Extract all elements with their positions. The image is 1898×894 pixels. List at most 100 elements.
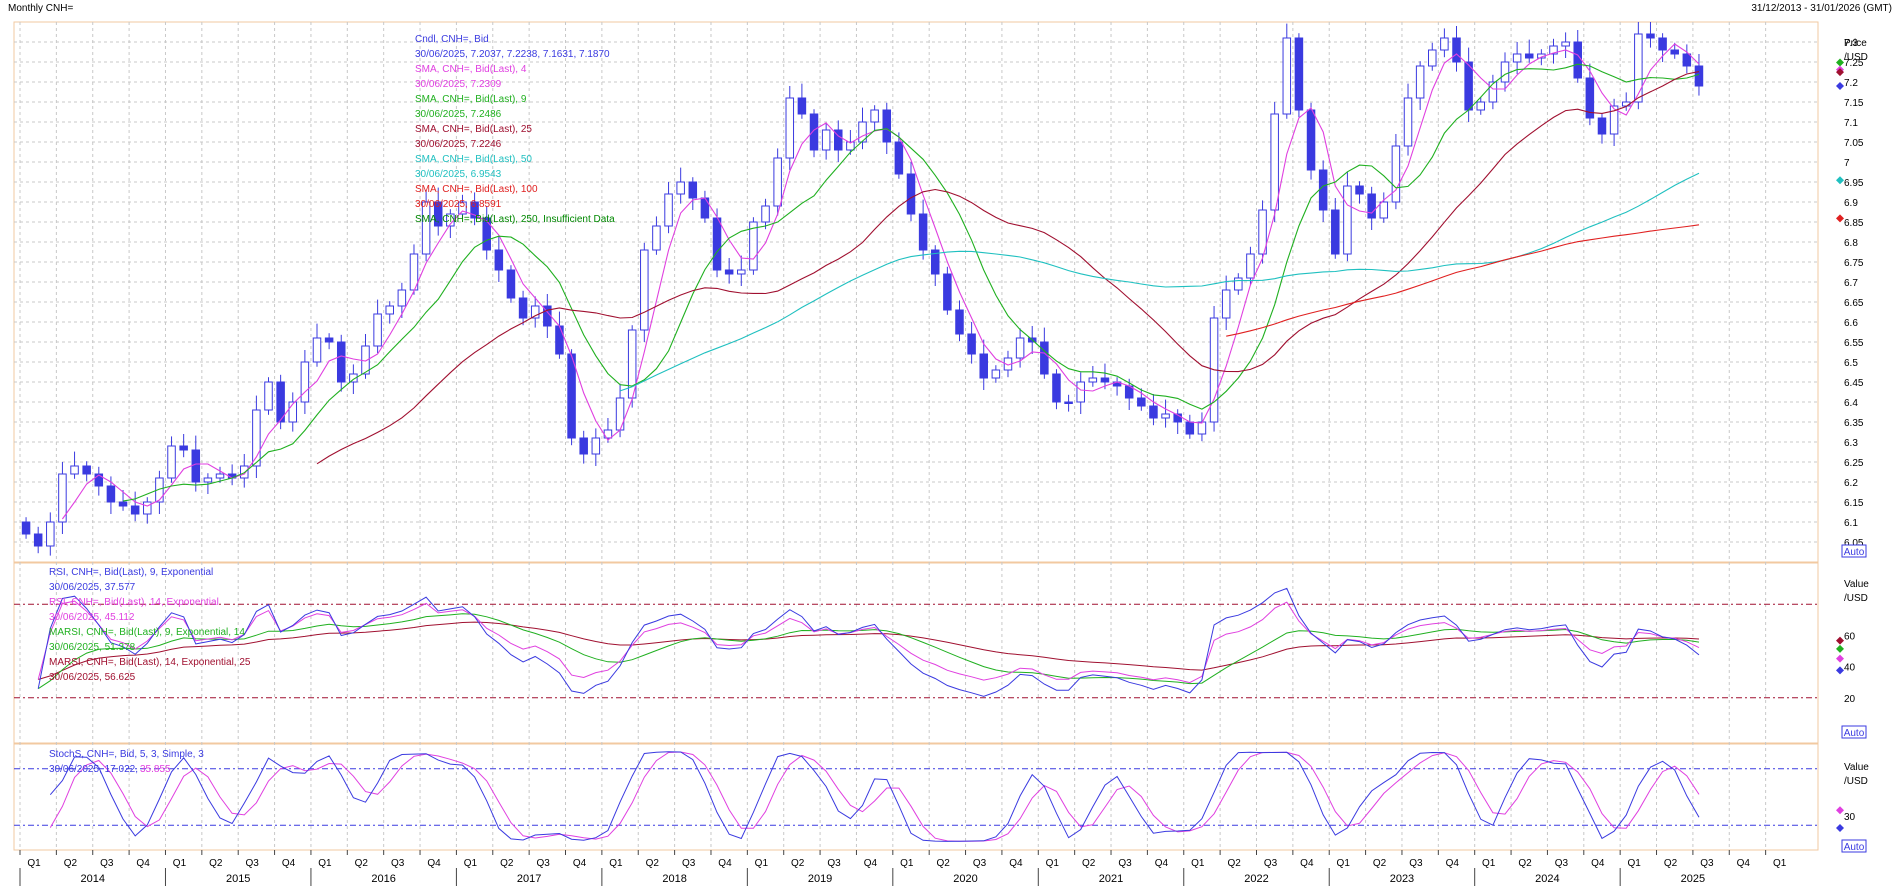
candle-body <box>1488 81 1498 103</box>
rsi-value-marker <box>1836 666 1844 675</box>
price-legend-line: SMA, CNH=, Bid(Last), 25 <box>415 124 532 135</box>
legends: Cndl, CNH=, Bid 30/06/2025, 7.2037, 7.223… <box>49 34 615 775</box>
candle-body <box>1379 201 1389 219</box>
price-tick-label: 6.85 <box>1844 218 1864 229</box>
candle-body <box>1076 381 1085 403</box>
candle-body <box>494 249 504 271</box>
candle-body <box>288 401 298 423</box>
candle-body <box>1246 253 1255 279</box>
rsi-legend-line: 30/06/2025, 51.378 <box>49 642 136 653</box>
rsi-tick-label: 20 <box>1844 694 1856 705</box>
candle-body <box>797 97 807 115</box>
quarter-label: Q1 <box>464 858 478 869</box>
candle-body <box>1512 53 1522 63</box>
year-label: 2015 <box>226 873 250 885</box>
candle-body <box>1173 413 1182 423</box>
rsi-axis-unit: /USD <box>1844 593 1868 604</box>
rsi-legend-line: 30/06/2025, 56.625 <box>49 672 136 683</box>
candle-body <box>676 181 685 195</box>
value-marker <box>1836 68 1844 77</box>
quarter-label: Q3 <box>246 858 260 869</box>
candle-body <box>1294 37 1304 111</box>
rsi-panel <box>14 587 1818 699</box>
quarter-label: Q4 <box>1446 858 1460 869</box>
candle-body <box>1658 37 1667 51</box>
candle-body <box>252 409 261 467</box>
candle-body <box>312 337 322 363</box>
rsi-panel-frame <box>13 562 1819 744</box>
price-tick-label: 6.75 <box>1844 258 1864 269</box>
candle-body <box>1391 145 1401 203</box>
price-tick-label: 7.25 <box>1844 58 1864 69</box>
price-tick-label: 7.1 <box>1844 118 1858 129</box>
candle-body <box>179 445 188 451</box>
price-tick-label: 7 <box>1844 158 1850 169</box>
candle-body <box>94 473 104 487</box>
price-tick-label: 7.3 <box>1844 38 1858 49</box>
price-tick-label: 6.55 <box>1844 338 1864 349</box>
candle-body <box>1549 45 1558 55</box>
value-marker <box>1836 214 1844 223</box>
year-label: 2017 <box>517 873 541 885</box>
candle-body <box>1694 65 1704 87</box>
candle-body <box>773 157 782 207</box>
candle-body <box>167 445 176 479</box>
quarter-label: Q3 <box>536 858 550 869</box>
year-label: 2022 <box>1244 873 1268 885</box>
price-tick-label: 6.45 <box>1844 378 1864 389</box>
candle-body <box>264 381 273 411</box>
candle-body <box>943 273 952 311</box>
quarter-label: Q4 <box>1591 858 1605 869</box>
candle-body <box>1367 193 1376 219</box>
price-tick-label: 7.2 <box>1844 78 1858 89</box>
axes: Q1 Q2 Q3 Q4 Q1 Q2 Q3 Q4 Q1 Q2 Q3 Q4 Q1 Q2 Q3 Q4 Q1 Q2 Q3 Q4… <box>19 38 1869 886</box>
rsi-9-line <box>37 587 1700 697</box>
candle-body <box>324 337 334 343</box>
stoch-legend-line: StochS, CNH=, Bid, 5, 3, Simple, 3 <box>49 749 204 760</box>
candle-body <box>118 501 128 507</box>
candle-body <box>906 173 916 215</box>
year-label: 2025 <box>1681 873 1705 885</box>
candle-body <box>724 269 734 275</box>
candle-body <box>1052 373 1061 403</box>
candle-body <box>482 217 491 251</box>
price-legend-line: 30/06/2025, 7.2486 <box>415 109 502 120</box>
value-marker <box>1836 82 1844 90</box>
candle-body <box>858 121 867 143</box>
candle-body <box>1088 377 1098 383</box>
price-legend-line: 30/06/2025, 7.2037, 7.2238, 7.1631, 7.18… <box>415 49 610 60</box>
candle-body <box>846 141 855 151</box>
quarter-label: Q1 <box>1337 858 1351 869</box>
quarter-label: Q1 <box>27 858 41 869</box>
candle-body <box>46 521 55 547</box>
price-tick-label: 6.8 <box>1844 238 1858 249</box>
quarter-label: Q3 <box>1118 858 1132 869</box>
price-tick-label: 6.3 <box>1844 438 1858 449</box>
candle-body <box>530 305 540 319</box>
quarter-label: Q4 <box>427 858 441 869</box>
auto-scale-button <box>1841 544 1867 558</box>
candle-body <box>421 201 431 255</box>
price-tick-label: 6.25 <box>1844 458 1864 469</box>
quarter-label: Q1 <box>1046 858 1060 869</box>
candle-body <box>615 397 625 431</box>
candle-body <box>1318 169 1328 211</box>
year-label: 2019 <box>808 873 832 885</box>
price-tick-label: 6.95 <box>1844 178 1864 189</box>
stoch-panel-frame <box>13 743 1819 851</box>
quarter-label: Q3 <box>1700 858 1714 869</box>
candle-body <box>979 353 988 379</box>
panel-frames <box>13 21 1819 851</box>
candle-body <box>1306 109 1316 171</box>
stoch-panel <box>14 751 1818 842</box>
stoch-legend-value: 35.855 <box>140 764 171 775</box>
quarter-label: Q1 <box>1627 858 1641 869</box>
rsi-axis-title: Value <box>1844 579 1869 590</box>
candle-body <box>664 193 673 227</box>
stoch-axis-unit: /USD <box>1844 776 1868 787</box>
rsi-legend-line: 30/06/2025, 45.112 <box>49 612 135 623</box>
sma-100-line <box>1226 224 1700 337</box>
candle-body <box>579 437 588 455</box>
